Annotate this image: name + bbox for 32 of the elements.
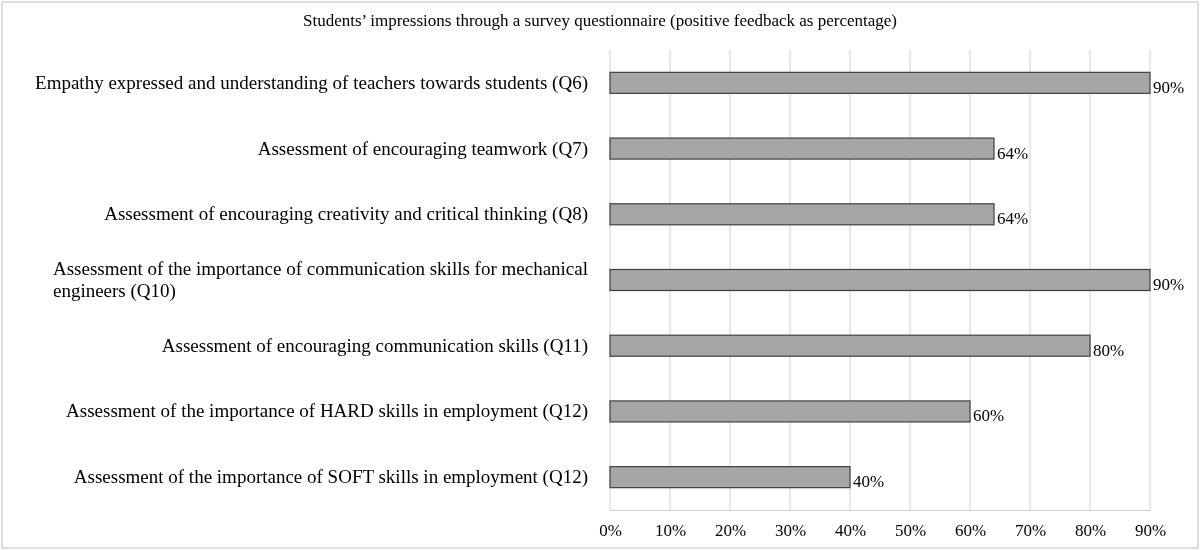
- x-tick-label: 90%: [1134, 521, 1167, 541]
- y-tick-label: Assessment of encouraging teamwork (Q7): [257, 137, 588, 160]
- x-tick-label: 30%: [774, 521, 807, 541]
- data-label: 64%: [997, 143, 1029, 163]
- data-label: 90%: [1153, 275, 1185, 294]
- y-tick-label: Assessment of the importance of communication skills for mechanical engineers (Q10): [52, 258, 588, 302]
- y-tick-label: Empathy expressed and understanding of teachers towards students (Q6): [35, 71, 588, 94]
- x-tick-label: 40%: [834, 521, 867, 541]
- data-label: 60%: [973, 406, 1005, 426]
- data-label: 90%: [1153, 77, 1185, 97]
- x-tick-label: 60%: [954, 521, 987, 541]
- data-label: 40%: [853, 472, 885, 492]
- bar: [609, 71, 1151, 94]
- bar: [609, 466, 851, 489]
- bar: [609, 400, 971, 423]
- bar: [609, 203, 995, 226]
- y-tick-label: Assessment of encouraging communication skills (Q11): [161, 334, 588, 357]
- bar: [609, 268, 1151, 292]
- data-label: 64%: [997, 209, 1029, 229]
- x-tick-label: 10%: [654, 521, 687, 541]
- x-tick-label: 70%: [1014, 521, 1047, 541]
- bar: [609, 137, 995, 160]
- x-tick-label: 80%: [1074, 521, 1107, 541]
- y-tick-label: Assessment of the importance of HARD skills in employment (Q12): [66, 400, 588, 423]
- chart-title: Students’ impressions through a survey questionnaire (positive feedback as percentage): [302, 11, 898, 30]
- y-tick-label: Assessment of the importance of SOFT skills in employment (Q12): [73, 466, 588, 489]
- x-tick-label: 50%: [894, 521, 927, 541]
- y-tick-label: Assessment of encouraging creativity and critical thinking (Q8): [104, 203, 588, 226]
- data-label: 80%: [1093, 340, 1125, 360]
- bar: [609, 334, 1091, 357]
- x-tick-label: 0%: [599, 521, 622, 541]
- x-tick-label: 20%: [714, 521, 747, 541]
